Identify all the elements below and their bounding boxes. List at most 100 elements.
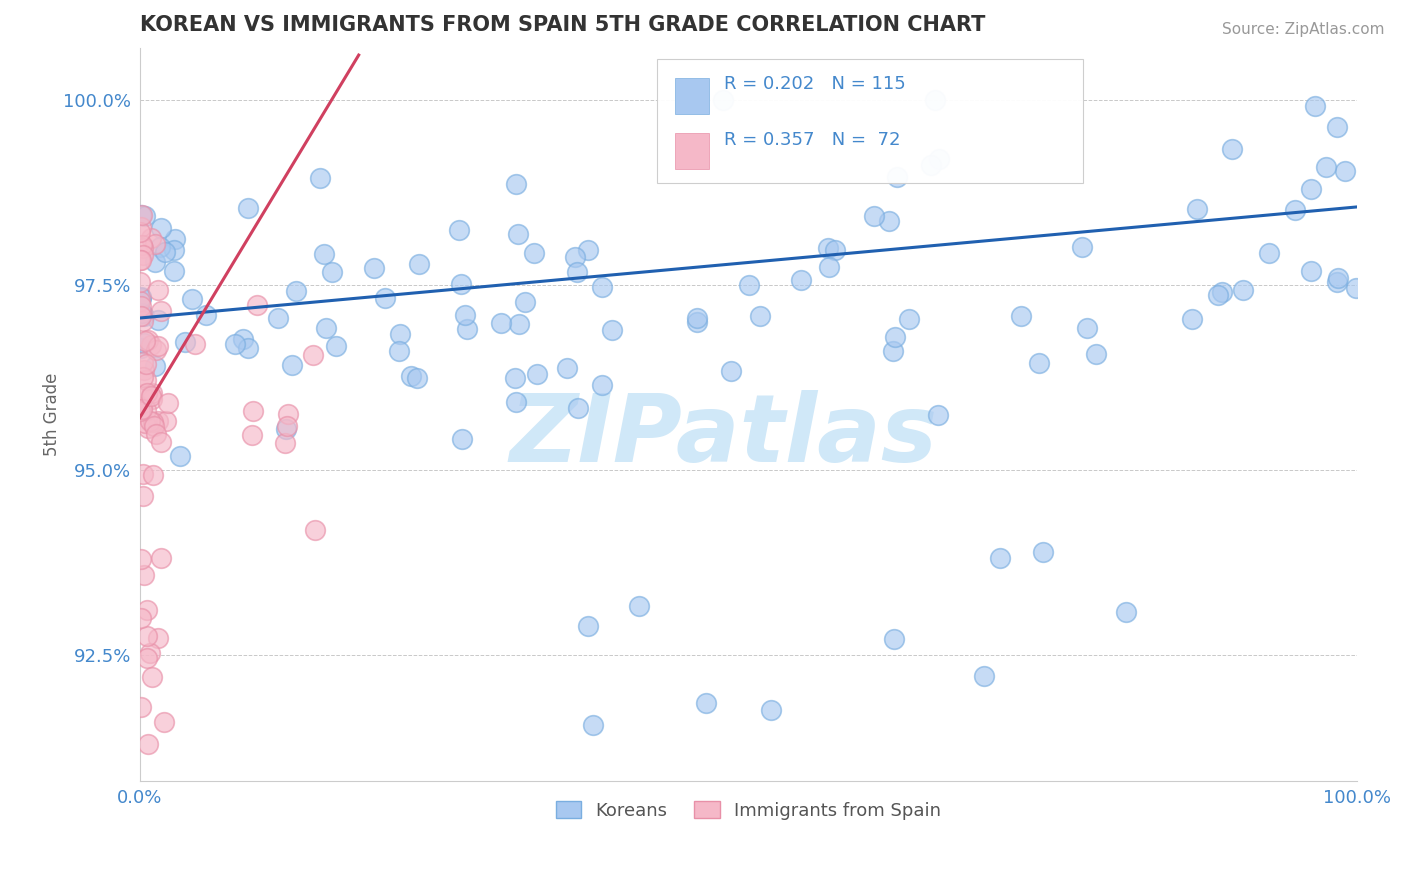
Point (136, 629, 159, 643)
Point (374, 291, 396, 305)
Point (139, 389, 162, 403)
Point (686, 315, 709, 329)
Point (1305, 99, 1327, 113)
Point (1181, 311, 1204, 326)
Point (134, 335, 156, 350)
Point (135, 358, 157, 372)
Point (146, 413, 169, 427)
Point (1326, 120, 1348, 135)
Point (156, 396, 179, 410)
Point (408, 257, 430, 271)
Point (141, 392, 163, 406)
Point (129, 291, 152, 305)
Point (1334, 164, 1357, 178)
Point (399, 368, 422, 383)
Point (136, 737, 159, 751)
Point (863, 209, 886, 223)
Point (131, 387, 153, 401)
Point (145, 427, 167, 442)
Point (141, 385, 163, 400)
Point (274, 422, 297, 436)
Point (1208, 287, 1230, 301)
Point (1028, 356, 1050, 370)
Point (1299, 263, 1322, 277)
Point (148, 283, 170, 297)
Point (142, 415, 165, 429)
Bar (675, 78, 709, 113)
Point (388, 326, 411, 341)
Point (505, 395, 527, 409)
Point (576, 243, 599, 257)
Point (169, 450, 191, 464)
Point (132, 314, 155, 328)
Point (163, 232, 186, 246)
Point (143, 359, 166, 374)
Point (134, 334, 156, 349)
Y-axis label: 5th Grade: 5th Grade (44, 373, 60, 456)
Point (149, 551, 172, 566)
Point (174, 334, 197, 349)
Point (749, 309, 772, 323)
Point (149, 240, 172, 254)
Point (898, 312, 921, 326)
Point (920, 158, 942, 172)
Point (246, 298, 269, 312)
Point (143, 236, 166, 251)
Point (924, 93, 946, 107)
Bar (675, 134, 709, 169)
Point (627, 599, 650, 614)
Point (513, 294, 536, 309)
Point (135, 373, 157, 387)
Point (882, 343, 904, 358)
Point (321, 265, 343, 279)
Point (738, 278, 761, 293)
Point (581, 717, 603, 731)
Point (135, 403, 157, 417)
Point (267, 311, 290, 326)
Point (194, 308, 217, 322)
Point (131, 370, 153, 384)
Point (817, 260, 839, 274)
Point (877, 214, 900, 228)
Text: ZIPatlas: ZIPatlas (510, 391, 938, 483)
Point (450, 277, 472, 291)
Point (180, 292, 202, 306)
Point (142, 419, 165, 434)
Point (132, 362, 155, 376)
FancyBboxPatch shape (657, 59, 1083, 184)
Point (132, 309, 155, 323)
Point (1070, 240, 1092, 254)
Point (927, 408, 949, 422)
Point (131, 208, 153, 222)
Point (224, 336, 246, 351)
Point (145, 255, 167, 269)
Point (503, 370, 526, 384)
Point (153, 245, 176, 260)
Point (928, 152, 950, 166)
Point (973, 669, 995, 683)
Point (131, 467, 153, 481)
Point (576, 619, 599, 633)
Point (526, 367, 548, 381)
Legend: Koreans, Immigrants from Spain: Koreans, Immigrants from Spain (548, 794, 948, 827)
Point (131, 241, 153, 255)
Point (129, 342, 152, 356)
Point (132, 489, 155, 503)
Point (1010, 310, 1032, 324)
Point (136, 385, 159, 400)
Point (281, 358, 304, 372)
Point (555, 360, 578, 375)
Point (135, 650, 157, 665)
Point (304, 523, 326, 537)
Point (325, 339, 347, 353)
Point (302, 348, 325, 362)
Point (1315, 161, 1337, 175)
Point (1326, 271, 1348, 285)
Text: Source: ZipAtlas.com: Source: ZipAtlas.com (1222, 22, 1385, 37)
Point (148, 632, 170, 646)
Point (150, 434, 173, 449)
Point (1326, 275, 1348, 289)
Point (134, 209, 156, 223)
Point (132, 355, 155, 369)
Point (131, 400, 153, 414)
